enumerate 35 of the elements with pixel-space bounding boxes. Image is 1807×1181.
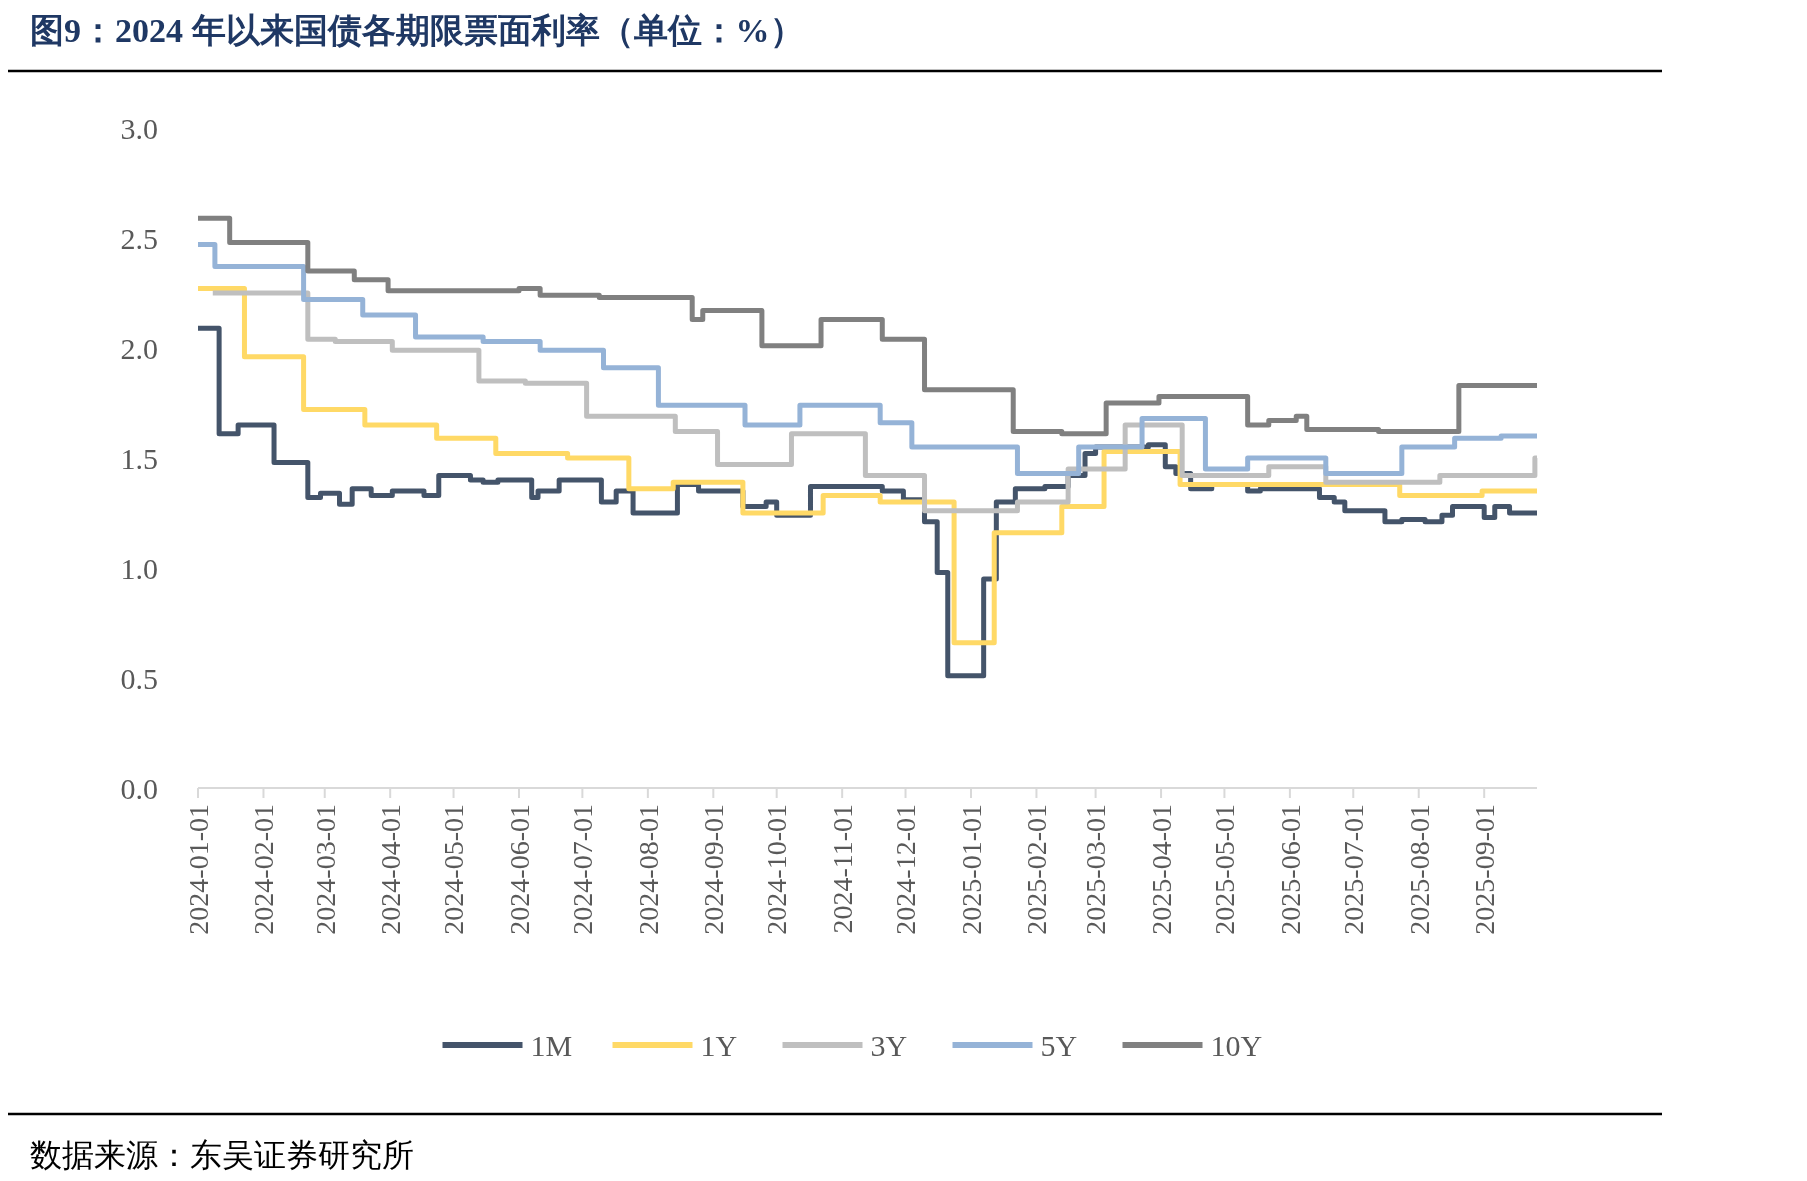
y-tick-label: 1.5 — [120, 441, 158, 475]
x-tick-label: 2024-03-01 — [309, 804, 341, 935]
x-tick-label: 2024-01-01 — [182, 804, 214, 935]
y-tick-label: 3.0 — [120, 111, 158, 145]
x-tick-label: 2025-04-01 — [1145, 804, 1177, 935]
y-tick-label: 0.5 — [120, 661, 158, 695]
y-tick-label: 2.0 — [120, 331, 158, 365]
x-tick-label: 2025-06-01 — [1274, 804, 1306, 935]
x-tick-label: 2024-06-01 — [503, 804, 535, 935]
y-tick-label: 0.0 — [120, 771, 158, 805]
x-tick-label: 2024-10-01 — [761, 804, 793, 935]
x-tick-label: 2025-09-01 — [1469, 804, 1500, 935]
x-tick-label: 2024-12-01 — [890, 804, 922, 935]
x-tick-label: 2025-07-01 — [1338, 804, 1370, 935]
legend-label: 3Y — [870, 1028, 908, 1062]
x-tick-label: 2024-08-01 — [632, 804, 664, 935]
legend-label: 5Y — [1040, 1028, 1078, 1062]
source-note: 数据来源：东吴证券研究所 — [30, 1137, 414, 1173]
y-tick-label: 2.5 — [120, 221, 158, 255]
x-tick-label: 2024-09-01 — [698, 804, 730, 935]
chart-title: 图9：2024 年以来国债各期限票面利率（单位：%） — [30, 12, 804, 49]
y-tick-label: 1.0 — [120, 551, 158, 585]
legend-label: 10Y — [1210, 1028, 1263, 1062]
x-tick-label: 2025-01-01 — [955, 804, 987, 935]
x-tick-label: 2025-02-01 — [1021, 804, 1053, 935]
x-tick-label: 2024-05-01 — [438, 804, 470, 935]
x-tick-label: 2025-05-01 — [1209, 804, 1241, 935]
x-tick-label: 2024-02-01 — [248, 804, 280, 935]
legend-label: 1M — [530, 1028, 573, 1062]
legend-label: 1Y — [700, 1028, 738, 1062]
x-tick-label: 2024-07-01 — [567, 804, 599, 935]
x-tick-label: 2024-11-01 — [826, 804, 858, 934]
x-tick-label: 2024-04-01 — [374, 804, 406, 935]
x-tick-label: 2025-03-01 — [1080, 804, 1112, 935]
x-tick-label: 2025-08-01 — [1403, 804, 1435, 935]
